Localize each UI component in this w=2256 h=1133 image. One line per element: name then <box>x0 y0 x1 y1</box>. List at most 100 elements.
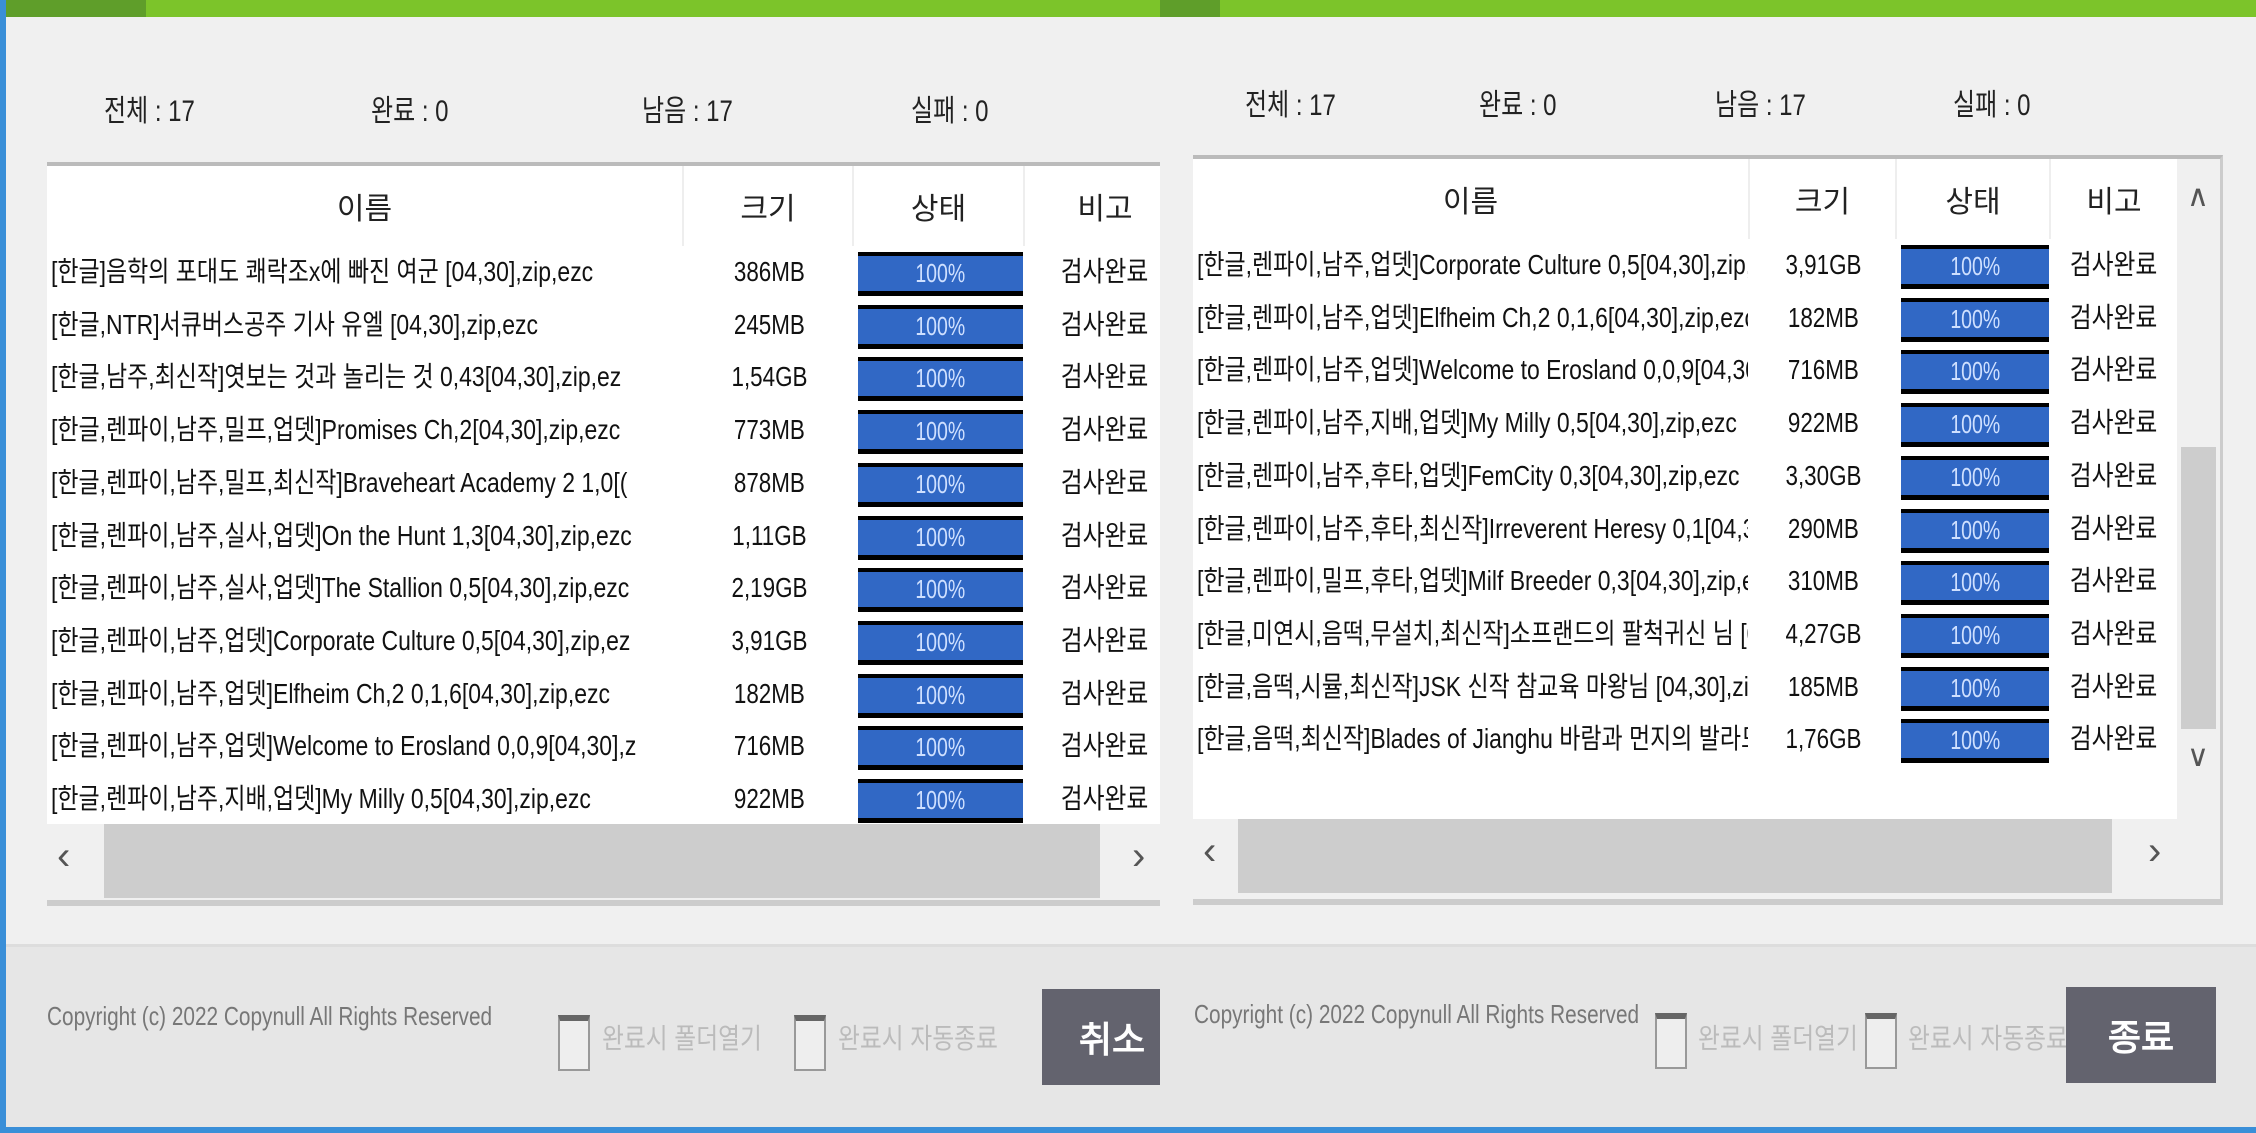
table-row[interactable]: [한글,렌파이,남주,후타,최신작]Irreverent Heresy 0,1[… <box>1193 503 2220 555</box>
table-row[interactable]: [한글,렌파이,남주,후타,업뎃]FemCity 0,3[04,30],zip,… <box>1193 450 2220 502</box>
file-size: 245MB <box>733 308 805 340</box>
status-note: 검사완료 <box>1061 677 1149 709</box>
stat-done: 완료 : 0 <box>371 95 449 128</box>
cancel-button[interactable]: 취소 <box>1042 989 1160 1085</box>
column-status[interactable]: 상태 <box>854 166 1025 246</box>
scroll-thumb[interactable] <box>104 824 1100 898</box>
scroll-left-icon[interactable]: ‹ <box>57 834 71 878</box>
open-folder-checkbox[interactable] <box>558 1015 590 1071</box>
scroll-up-icon[interactable]: ∧ <box>2187 180 2209 213</box>
file-name: [한글,렌파이,남주,업뎃]Elfheim Ch,2 0,1,6[04,30],… <box>1197 301 1748 333</box>
status-note: 검사완료 <box>1061 624 1149 656</box>
file-size: 773MB <box>733 414 805 446</box>
progress-bar: 100% <box>858 568 1023 613</box>
file-size: 386MB <box>733 256 805 287</box>
table-row[interactable]: [한글,렌파이,남주,지배,업뎃]My Milly 0,5[04,30],zip… <box>1193 397 2220 449</box>
status-note: 검사완료 <box>2070 407 2158 439</box>
file-size: 716MB <box>733 730 805 762</box>
progress-bar: 100% <box>858 726 1023 771</box>
title-bar <box>1160 0 2256 17</box>
table-row[interactable]: [한글,렌파이,남주,업뎃]Elfheim Ch,2 0,1,6[04,30],… <box>1193 292 2220 344</box>
table-row[interactable]: [한글,렌파이,남주,업뎃]Corporate Culture 0,5[04,3… <box>47 615 1160 667</box>
progress-text: 100% <box>915 679 966 710</box>
scroll-right-icon[interactable]: › <box>1132 834 1146 878</box>
file-name: [한글,렌파이,남주,업뎃]Welcome to Erosland 0,0,9[… <box>1197 354 1748 386</box>
file-name: [한글,렌파이,남주,후타,업뎃]FemCity 0,3[04,30],zip,… <box>1197 459 1740 491</box>
scroll-left-icon[interactable]: ‹ <box>1203 829 1217 873</box>
horizontal-scrollbar[interactable]: ‹ › <box>47 824 1160 900</box>
table-row[interactable]: [한글,렌파이,남주,밀프,최신작]Braveheart Academy 2 1… <box>47 457 1160 509</box>
column-note[interactable]: 비고 <box>2086 186 2142 219</box>
status-note: 검사완료 <box>2070 565 2158 597</box>
column-size[interactable]: 크기 <box>1750 159 1897 239</box>
table-row[interactable]: [한글,NTR]서큐버스공주 기사 유엘 [04,30],zip,ezc 245M… <box>47 299 1160 351</box>
open-folder-checkbox[interactable] <box>1655 1013 1687 1069</box>
table-row[interactable]: [한글,렌파이,남주,업뎃]Elfheim Ch,2 0,1,6[04,30],… <box>47 668 1160 720</box>
table-row[interactable]: [한글,렌파이,남주,업뎃]Corporate Culture 0,5[04,3… <box>1193 239 2220 291</box>
file-size: 290MB <box>1788 512 1859 544</box>
column-size[interactable]: 크기 <box>684 166 854 246</box>
file-name: [한글,렌파이,남주,업뎃]Welcome to Erosland 0,0,9[… <box>51 730 637 762</box>
progress-text: 100% <box>1950 725 2000 756</box>
stat-failed: 실패 : 0 <box>911 95 989 128</box>
status-note: 검사완료 <box>2070 723 2158 755</box>
horizontal-scrollbar[interactable]: ‹ › <box>1193 819 2220 899</box>
column-status[interactable]: 상태 <box>1897 159 2051 239</box>
table-row[interactable]: [한글,미연시,음떡,무설치,최신작]소프랜드의 팔척귀신 님 [0 4,27GB… <box>1193 608 2220 660</box>
vertical-scrollbar[interactable]: ∧ ∨ <box>2177 159 2220 819</box>
progress-bar: 100% <box>1901 719 2049 764</box>
auto-exit-checkbox[interactable] <box>1865 1013 1897 1069</box>
table-row[interactable]: [한글,렌파이,밀프,후타,업뎃]Milf Breeder 0,3[04,30]… <box>1193 555 2220 607</box>
file-list: 이름 크기 상태 비고 [한글]음학의 포대도 쾌락조x에 빠진 여군 [04,… <box>47 162 1160 906</box>
table-row[interactable]: [한글,렌파이,남주,밀프,업뎃]Promises Ch,2[04,30],zi… <box>47 404 1160 456</box>
file-name: [한글,렌파이,남주,실사,업뎃]The Stallion 0,5[04,30]… <box>51 572 630 604</box>
table-row[interactable]: [한글,렌파이,남주,업뎃]Welcome to Erosland 0,0,9[… <box>1193 344 2220 396</box>
file-size: 1,54GB <box>731 361 807 393</box>
right-window: 전체 : 17 완료 : 0 남음 : 17 실패 : 0 이름 크기 상태 비… <box>1160 0 2256 1133</box>
file-name: [한글,렌파이,남주,업뎃]Corporate Culture 0,5[04,3… <box>1197 249 1748 280</box>
status-note: 검사완료 <box>1061 256 1149 287</box>
scroll-right-icon[interactable]: › <box>2148 829 2162 873</box>
file-name: [한글,NTR]서큐버스공주 기사 유엘 [04,30],zip,ezc <box>51 308 539 340</box>
progress-bar: 100% <box>1901 403 2049 448</box>
auto-exit-checkbox[interactable] <box>794 1015 826 1071</box>
column-note[interactable]: 비고 <box>1077 193 1133 226</box>
footer: Copyright (c) 2022 Copynull All Rights R… <box>6 944 1160 1127</box>
status-note: 검사완료 <box>1061 414 1149 446</box>
table-row[interactable]: [한글,렌파이,남주,실사,업뎃]The Stallion 0,5[04,30]… <box>47 562 1160 614</box>
file-size: 185MB <box>1788 670 1859 702</box>
close-button[interactable]: 종료 <box>2066 987 2216 1083</box>
progress-bar: 100% <box>858 779 1023 823</box>
scroll-thumb[interactable] <box>2181 447 2216 729</box>
file-name: [한글,남주,최신작]엿보는 것과 놀리는 것 0,43[04,30],zip,… <box>51 361 622 393</box>
progress-bar: 100% <box>1901 508 2049 553</box>
file-size: 4,27GB <box>1785 617 1862 649</box>
open-folder-label: 완료시 폴더열기 <box>1698 1023 1858 1054</box>
file-size: 1,76GB <box>1785 723 1862 755</box>
file-size: 182MB <box>733 677 805 709</box>
file-size: 3,91GB <box>731 624 807 656</box>
table-row[interactable]: [한글]음학의 포대도 쾌락조x에 빠진 여군 [04,30],zip,ezc 3… <box>47 246 1160 298</box>
file-name: [한글,렌파이,남주,밀프,업뎃]Promises Ch,2[04,30],zi… <box>51 414 621 446</box>
table-row[interactable]: [한글,남주,최신작]엿보는 것과 놀리는 것 0,43[04,30],zip,… <box>47 351 1160 403</box>
column-name[interactable]: 이름 <box>1193 159 1750 239</box>
table-row[interactable]: [한글,렌파이,남주,실사,업뎃]On the Hunt 1,3[04,30],… <box>47 510 1160 562</box>
table-row[interactable]: [한글,음떡,최신작]Blades of Jianghu 바람과 먼지의 발라드… <box>1193 713 2220 765</box>
progress-text: 100% <box>1950 567 2000 598</box>
scroll-thumb[interactable] <box>1238 819 2112 893</box>
progress-text: 100% <box>915 310 966 341</box>
table-row[interactable]: [한글,렌파이,남주,지배,업뎃]My Milly 0,5[04,30],zip… <box>47 773 1160 825</box>
title-bar <box>6 0 1160 17</box>
file-name: [한글,렌파이,남주,지배,업뎃]My Milly 0,5[04,30],zip… <box>1197 407 1737 439</box>
table-row[interactable]: [한글,렌파이,남주,업뎃]Welcome to Erosland 0,0,9[… <box>47 720 1160 772</box>
table-row[interactable]: [한글,음떡,시뮬,최신작]JSK 신작 참교육 마왕님 [04,30],zip… <box>1193 661 2220 713</box>
column-name[interactable]: 이름 <box>47 166 684 246</box>
file-size: 2,19GB <box>731 572 807 604</box>
progress-text: 100% <box>915 732 966 763</box>
scroll-down-icon[interactable]: ∨ <box>2187 740 2209 773</box>
left-window: 전체 : 17 완료 : 0 남음 : 17 실패 : 0 이름 크기 상태 비… <box>0 0 1160 1133</box>
auto-exit-label: 완료시 자동종료 <box>838 1023 998 1054</box>
file-size: 1,11GB <box>731 519 807 551</box>
file-size: 3,30GB <box>1785 459 1862 491</box>
status-note: 검사완료 <box>2070 459 2158 491</box>
